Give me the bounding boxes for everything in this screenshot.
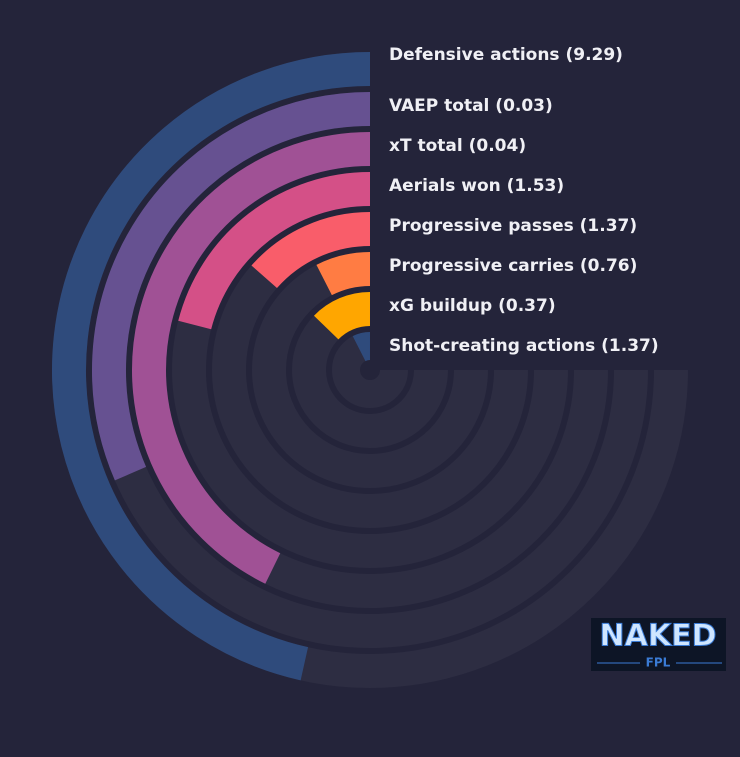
bar (352, 332, 371, 362)
bar (92, 92, 371, 481)
bar (178, 172, 371, 330)
bar (52, 52, 371, 681)
track (252, 252, 488, 488)
bar-label: Progressive passes (1.37) (389, 216, 637, 236)
bar-label: Defensive actions (9.29) (389, 45, 623, 65)
bar (316, 252, 371, 296)
bar-label: Shot-creating actions (1.37) (389, 336, 659, 356)
bar-label: xG buildup (0.37) (389, 296, 556, 316)
bar (313, 292, 371, 340)
bar (251, 212, 371, 289)
bar-label: Progressive carries (0.76) (389, 256, 637, 276)
logo-title: NAKED (600, 619, 717, 654)
bar-label: xT total (0.04) (389, 136, 526, 156)
logo: NAKED FPL (591, 618, 726, 671)
bar-label: VAEP total (0.03) (389, 96, 553, 116)
track (332, 332, 408, 408)
bar (132, 132, 371, 584)
logo-subtitle: FPL (646, 656, 671, 670)
logo-box (591, 618, 726, 671)
bar-label: Aerials won (1.53) (389, 176, 564, 196)
